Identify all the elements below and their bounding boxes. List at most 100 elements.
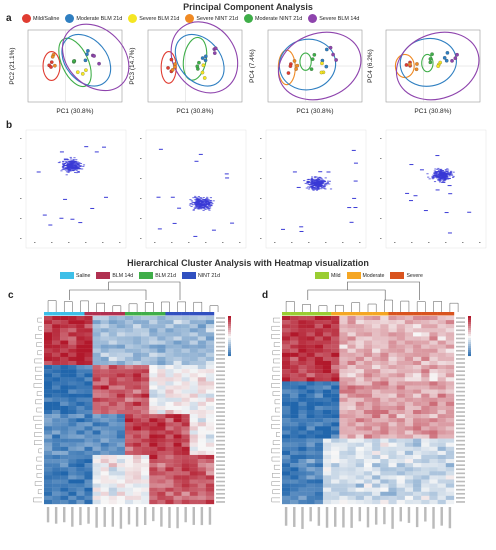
pca-title: Principal Component Analysis <box>183 2 313 12</box>
loading-point <box>71 161 75 163</box>
loading-point <box>60 170 63 172</box>
heatmap-cell <box>339 487 348 492</box>
heatmap-cell <box>380 389 389 394</box>
row-label-glyph <box>216 419 225 422</box>
heatmap-cell <box>290 414 299 419</box>
loading-point <box>449 170 453 172</box>
column-label-glyph <box>415 507 419 528</box>
color-key <box>228 354 231 357</box>
heatmap-cell <box>116 397 126 402</box>
loading-outlier <box>193 235 198 237</box>
heatmap-cell <box>108 328 118 333</box>
loading-point <box>450 174 453 176</box>
heatmap-cell <box>355 352 365 358</box>
heatmap-cell <box>347 495 356 501</box>
heatmap-cell <box>396 344 406 349</box>
heatmap-cell <box>298 340 307 345</box>
heatmap-cell <box>282 348 291 353</box>
heatmap-cell <box>84 434 93 439</box>
heatmap-cell <box>355 393 365 398</box>
loading-point <box>312 182 315 184</box>
pca-point <box>83 58 88 63</box>
heatmap-cell <box>413 385 422 390</box>
column-dendrogram <box>47 281 219 312</box>
heatmap-cell <box>355 401 365 407</box>
loading-outlier <box>352 197 357 199</box>
heatmap-cell <box>52 422 61 427</box>
heatmap-cell <box>421 410 430 415</box>
loading-point <box>427 176 430 178</box>
heatmap-cell <box>355 495 365 501</box>
heatmap-cell <box>396 385 406 390</box>
loading-point <box>311 180 315 182</box>
heatmap-cell <box>331 471 340 476</box>
tick-mark <box>239 242 241 243</box>
heatmap-cell <box>372 348 381 353</box>
heatmap-cell <box>92 422 101 427</box>
heatmap-cell <box>100 418 109 423</box>
heatmap-cell <box>149 344 158 349</box>
column-label-glyph <box>152 507 155 522</box>
loading-point <box>437 170 440 172</box>
heatmap-cell <box>181 360 190 366</box>
heatmap-cell <box>165 430 174 435</box>
loading-outlier <box>42 214 47 216</box>
heatmap-cell <box>396 393 406 398</box>
tick-mark <box>380 158 382 159</box>
heatmap-cell <box>380 430 389 435</box>
heatmap-cell <box>314 369 324 374</box>
heatmap-cell <box>322 373 332 378</box>
heatmap-cell <box>421 450 430 456</box>
heatmap-cell <box>116 369 126 374</box>
heatmap-cell <box>298 438 307 443</box>
heatmap-cell <box>372 459 381 464</box>
heatmap-cell <box>108 369 118 374</box>
legend-item: Saline <box>60 272 90 279</box>
heatmap-cell <box>157 467 166 472</box>
heatmap-cell <box>173 377 182 382</box>
heatmap-cell <box>429 365 438 370</box>
heatmap-cell <box>404 430 414 435</box>
loading-point <box>70 165 74 167</box>
column-label-glyph <box>111 507 115 527</box>
heatmap-cell <box>205 495 215 501</box>
heatmap-cell <box>44 385 53 390</box>
heatmap-cell <box>372 373 381 378</box>
heatmap-cell <box>306 336 315 341</box>
heatmap-cell <box>404 393 414 398</box>
heatmap-cell <box>339 430 348 435</box>
heatmap-cell <box>76 495 85 501</box>
loading-point <box>207 199 210 201</box>
heatmap-cell <box>421 316 430 321</box>
row-label-glyph <box>216 476 225 479</box>
row-label-glyph <box>216 337 225 340</box>
class-annotation <box>84 312 93 316</box>
heatmap-cell <box>290 316 299 321</box>
loading-point <box>442 180 445 182</box>
heatmap-cell <box>388 418 397 423</box>
heatmap-cell <box>421 491 430 496</box>
heatmap-cell <box>60 348 69 353</box>
heatmap-cell <box>282 467 291 472</box>
heatmap-cell <box>282 454 291 460</box>
heatmap-cell <box>197 332 207 337</box>
loading-point <box>75 169 78 171</box>
loading-outlier <box>59 217 64 219</box>
heatmap-cell <box>396 360 406 366</box>
heatmap-cell <box>68 365 77 370</box>
row-label-glyph <box>456 374 465 377</box>
loading-point <box>443 177 446 179</box>
loading-point <box>211 203 214 205</box>
heatmap-cell <box>437 348 446 353</box>
heatmap-cell <box>124 397 134 402</box>
loading-point <box>200 200 203 202</box>
loading-point <box>320 188 323 190</box>
heatmap-cell <box>347 483 356 488</box>
heatmap-cell <box>445 434 455 439</box>
loading-point <box>203 208 206 210</box>
heatmap-cell <box>100 410 109 415</box>
heatmap-cell <box>124 418 134 423</box>
heatmap-cell <box>298 401 307 407</box>
heatmap-cell <box>157 487 166 492</box>
row-label-glyph <box>456 354 465 356</box>
